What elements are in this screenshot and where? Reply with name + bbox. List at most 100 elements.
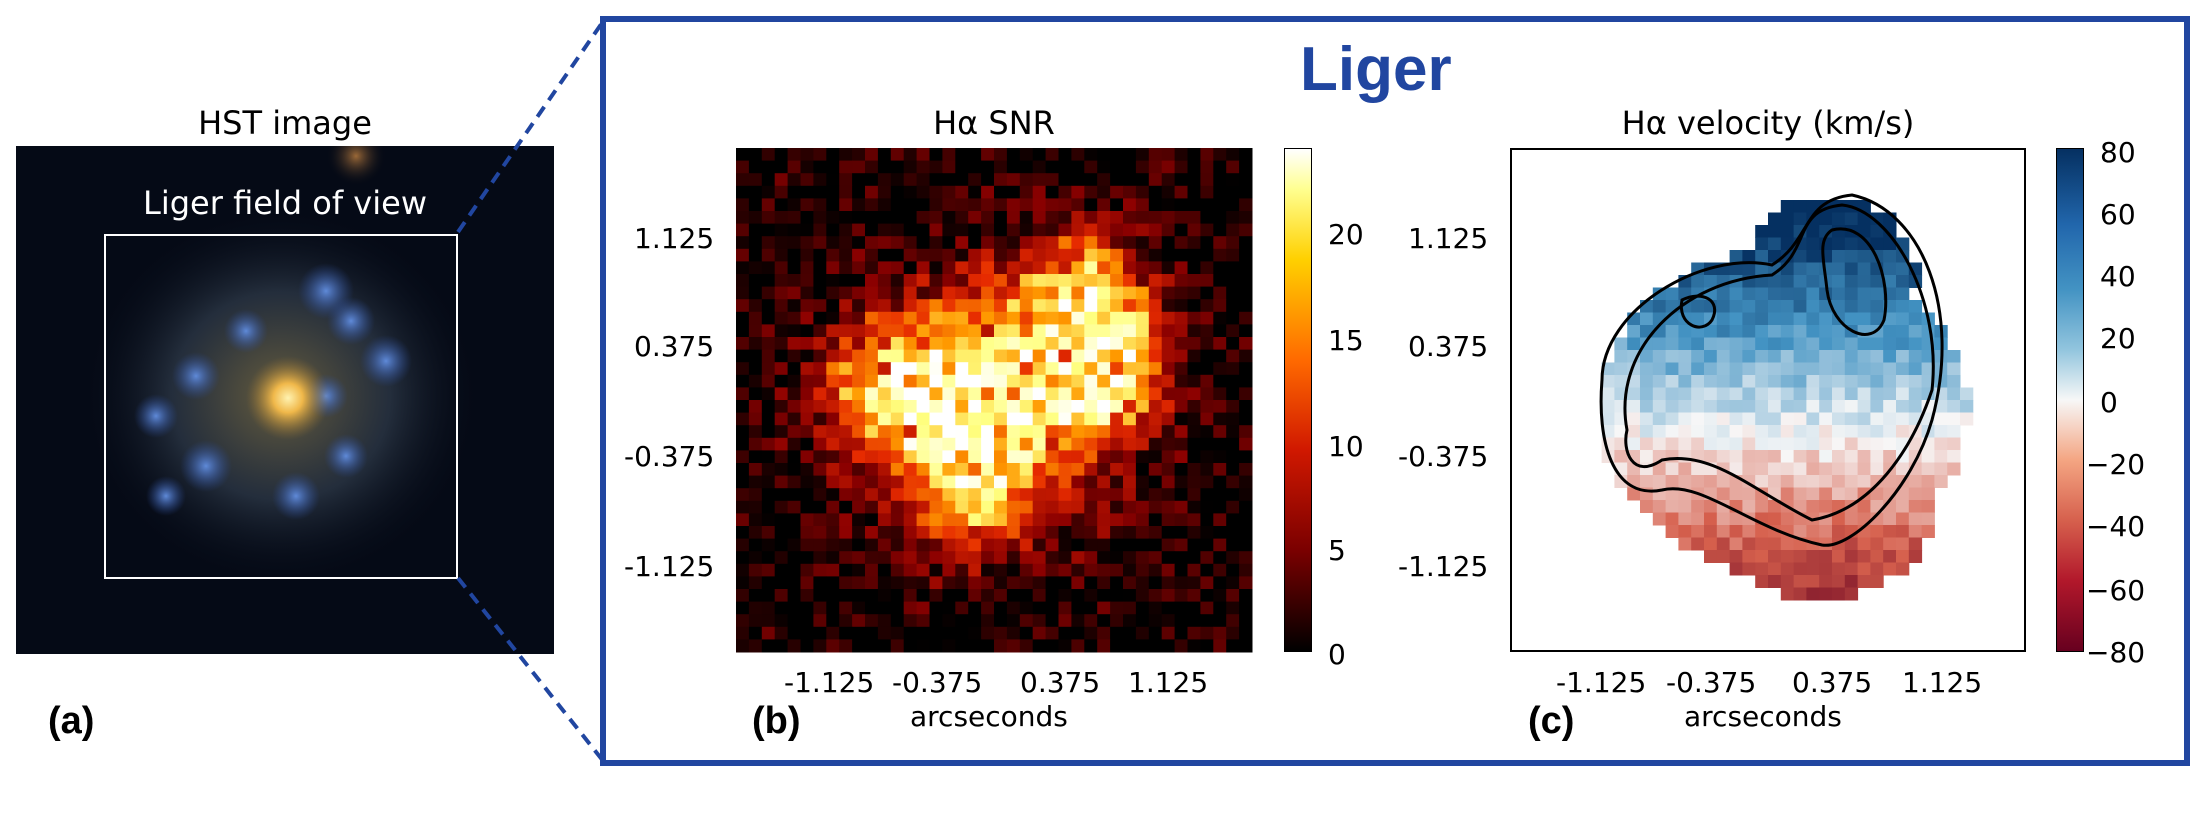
snr-pixel bbox=[968, 274, 982, 288]
velocity-pixel bbox=[1806, 425, 1820, 438]
velocity-pixel bbox=[1665, 462, 1679, 476]
snr-pixel bbox=[813, 475, 827, 489]
snr-pixel bbox=[1006, 223, 1021, 237]
velocity-pixel bbox=[1806, 287, 1820, 301]
snr-pixel bbox=[981, 425, 995, 439]
snr-pixel bbox=[1187, 538, 1201, 552]
snr-pixel bbox=[903, 450, 918, 464]
velocity-pixel bbox=[1806, 475, 1820, 488]
snr-pixel bbox=[1174, 274, 1188, 288]
velocity-pixel bbox=[1908, 375, 1923, 388]
snr-pixel bbox=[981, 563, 995, 577]
velocity-ytick: 0.375 bbox=[1408, 330, 1489, 363]
snr-pixel bbox=[1213, 551, 1227, 565]
snr-pixel bbox=[1239, 198, 1253, 212]
snr-pixel bbox=[1226, 185, 1240, 199]
snr-pixel bbox=[1097, 362, 1111, 376]
snr-pixel bbox=[826, 223, 840, 237]
snr-pixel bbox=[968, 589, 982, 603]
snr-pixel bbox=[877, 488, 892, 502]
snr-pixel bbox=[903, 223, 918, 237]
snr-pixel bbox=[1097, 299, 1111, 313]
velocity-pixel bbox=[1652, 437, 1667, 451]
snr-pixel bbox=[994, 463, 1008, 477]
velocity-pixel bbox=[1691, 400, 1705, 413]
velocity-pixel bbox=[1691, 312, 1705, 326]
snr-pixel bbox=[1239, 513, 1253, 527]
snr-pixel bbox=[1019, 223, 1034, 237]
velocity-pixel bbox=[1704, 437, 1718, 451]
snr-pixel bbox=[1058, 148, 1072, 162]
snr-pixel bbox=[1084, 337, 1098, 351]
snr-pixel bbox=[1097, 248, 1111, 262]
velocity-pixel bbox=[1755, 337, 1769, 351]
snr-pixel bbox=[813, 425, 827, 439]
snr-pixel bbox=[761, 211, 776, 225]
snr-pixel bbox=[1110, 223, 1124, 237]
velocity-pixel bbox=[1729, 312, 1743, 326]
snr-pixel bbox=[736, 148, 750, 162]
snr-pixel bbox=[826, 513, 840, 527]
snr-pixel bbox=[787, 211, 801, 225]
snr-pixel bbox=[1200, 450, 1214, 464]
snr-pixel bbox=[890, 236, 905, 250]
velocity-pixel bbox=[1729, 250, 1743, 263]
snr-pixel bbox=[1084, 349, 1098, 363]
snr-pixel bbox=[800, 337, 814, 351]
velocity-pixel bbox=[1652, 337, 1667, 351]
snr-pixel bbox=[736, 576, 750, 590]
snr-pixel bbox=[1213, 601, 1227, 615]
snr-pixel bbox=[852, 639, 866, 653]
velocity-xtick: 1.125 bbox=[1902, 666, 1983, 699]
snr-pixel bbox=[865, 223, 879, 237]
snr-pixel bbox=[890, 526, 905, 540]
snr-pixel bbox=[1148, 387, 1163, 401]
snr-pixel bbox=[1239, 248, 1253, 262]
snr-pixel bbox=[1161, 173, 1176, 187]
snr-pixel bbox=[1239, 337, 1253, 351]
snr-pixel bbox=[1161, 223, 1176, 237]
snr-pixel bbox=[1239, 500, 1253, 514]
snr-pixel bbox=[981, 601, 995, 615]
snr-pixel bbox=[1239, 601, 1253, 615]
snr-pixel bbox=[994, 614, 1008, 628]
liger-frame bbox=[600, 16, 2190, 766]
snr-pixel bbox=[839, 324, 853, 338]
snr-pixel bbox=[890, 614, 905, 628]
snr-pixel bbox=[1032, 387, 1047, 401]
snr-pixel bbox=[736, 526, 750, 540]
hst-image: Liger field of view bbox=[16, 146, 554, 654]
velocity-pixel bbox=[1819, 312, 1833, 326]
velocity-pixel bbox=[1857, 425, 1871, 438]
snr-pixel bbox=[1187, 601, 1201, 615]
velocity-pixel bbox=[1768, 212, 1782, 226]
snr-pixel bbox=[955, 538, 969, 552]
snr-pixel bbox=[787, 160, 801, 174]
velocity-pixel bbox=[1870, 212, 1884, 226]
snr-pixel bbox=[1148, 500, 1163, 514]
velocity-pixel bbox=[1793, 412, 1807, 426]
snr-pixel bbox=[736, 551, 750, 565]
snr-pixel bbox=[981, 311, 995, 325]
snr-pixel bbox=[1006, 248, 1021, 262]
velocity-pixel bbox=[1678, 512, 1692, 526]
snr-pixel bbox=[1135, 513, 1150, 527]
snr-pixel bbox=[1148, 400, 1163, 414]
snr-pixel bbox=[890, 299, 905, 313]
snr-pixel bbox=[1161, 236, 1176, 250]
velocity-pixel bbox=[1652, 512, 1667, 526]
snr-pixel bbox=[800, 299, 814, 313]
velocity-pixel bbox=[1665, 350, 1679, 363]
snr-pixel bbox=[1084, 248, 1098, 262]
velocity-pixel bbox=[1742, 437, 1756, 451]
snr-pixel bbox=[1019, 425, 1034, 439]
snr-pixel bbox=[1174, 311, 1188, 325]
snr-pixel bbox=[852, 173, 866, 187]
snr-pixel bbox=[787, 400, 801, 414]
velocity-pixel bbox=[1844, 262, 1859, 276]
snr-pixel bbox=[890, 513, 905, 527]
snr-pixel bbox=[1200, 299, 1214, 313]
snr-pixel bbox=[748, 387, 763, 401]
snr-pixel bbox=[1174, 337, 1188, 351]
snr-pixel bbox=[852, 211, 866, 225]
